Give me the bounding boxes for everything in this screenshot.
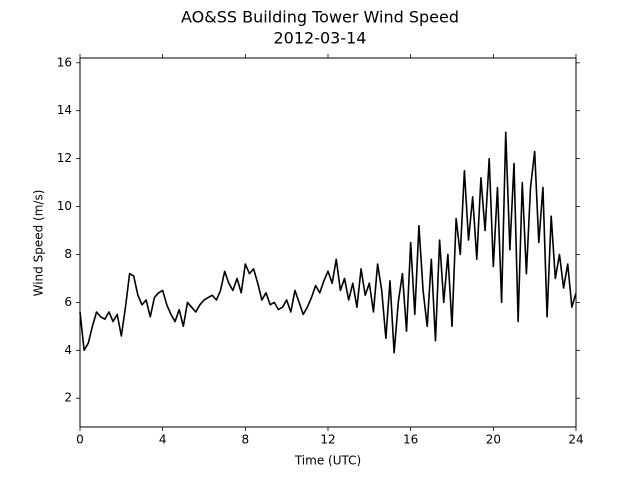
y-tick-label: 12 (57, 151, 72, 165)
x-tick-label: 8 (242, 433, 250, 447)
chart-subtitle: 2012-03-14 (274, 29, 367, 48)
y-tick-label: 2 (64, 391, 72, 405)
y-axis-label: Wind Speed (m/s) (32, 190, 46, 297)
y-tick-label: 4 (64, 343, 72, 357)
y-tick-label: 10 (57, 199, 72, 213)
x-tick-label: 4 (159, 433, 167, 447)
y-tick-label: 6 (64, 295, 72, 309)
x-tick-label: 24 (568, 433, 583, 447)
chart-title: AO&SS Building Tower Wind Speed (181, 8, 459, 27)
plot-frame (79, 57, 577, 428)
y-tick-label: 14 (57, 103, 72, 117)
y-tick-label: 16 (57, 55, 72, 69)
x-axis-label: Time (UTC) (294, 454, 361, 468)
x-tick-label: 16 (403, 433, 418, 447)
y-tick-label: 8 (64, 247, 72, 261)
x-tick-label: 12 (320, 433, 335, 447)
x-tick-label: 20 (486, 433, 501, 447)
wind-speed-line (79, 131, 577, 354)
x-tick-label: 0 (76, 433, 84, 447)
